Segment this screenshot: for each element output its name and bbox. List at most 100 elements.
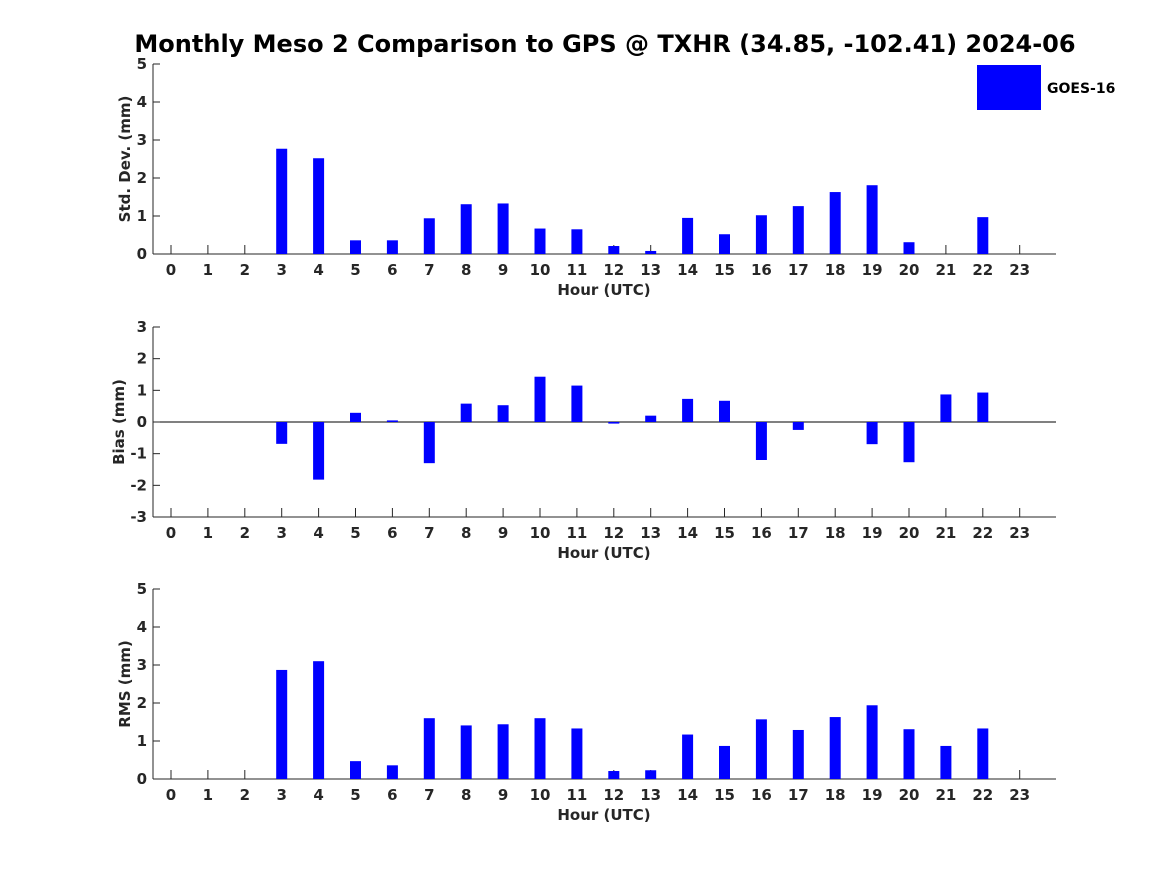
x-tick-label: 17 bbox=[788, 261, 809, 279]
x-tick-label: 3 bbox=[276, 524, 286, 542]
x-tick-label: 14 bbox=[677, 786, 698, 804]
x-tick-label: 19 bbox=[862, 786, 883, 804]
y-tick-label: 1 bbox=[137, 732, 147, 750]
bar-hour-19 bbox=[866, 422, 878, 445]
y-tick-label: 5 bbox=[137, 55, 147, 73]
x-tick-label: 1 bbox=[203, 261, 213, 279]
y-tick-label: 0 bbox=[137, 770, 147, 788]
x-tick-label: 17 bbox=[788, 524, 809, 542]
x-tick-label: 3 bbox=[276, 786, 286, 804]
bar-hour-16 bbox=[755, 719, 767, 779]
bar-hour-18 bbox=[829, 717, 841, 779]
bar-hour-4 bbox=[313, 422, 325, 480]
y-tick-label: -3 bbox=[130, 508, 147, 526]
x-tick-label: 22 bbox=[972, 524, 993, 542]
x-tick-label: 1 bbox=[203, 524, 213, 542]
x-tick-label: 3 bbox=[276, 261, 286, 279]
x-tick-label: 7 bbox=[424, 524, 434, 542]
x-tick-label: 6 bbox=[387, 261, 397, 279]
x-tick-label: 19 bbox=[862, 524, 883, 542]
x-tick-label: 9 bbox=[498, 786, 508, 804]
bar-hour-5 bbox=[350, 412, 361, 422]
bar-hour-8 bbox=[460, 204, 472, 254]
x-tick-label: 22 bbox=[972, 261, 993, 279]
bar-hour-3 bbox=[276, 148, 288, 254]
bar-hour-9 bbox=[497, 203, 509, 254]
bar-hour-21 bbox=[940, 745, 952, 779]
x-tick-label: 8 bbox=[461, 786, 471, 804]
y-tick-label: -2 bbox=[130, 476, 147, 494]
x-tick-label: 14 bbox=[677, 524, 698, 542]
bar-hour-22 bbox=[977, 728, 989, 779]
bar-hour-11 bbox=[571, 385, 583, 422]
bar-hour-4 bbox=[313, 661, 325, 779]
x-tick-label: 0 bbox=[166, 786, 176, 804]
x-tick-label: 21 bbox=[935, 786, 956, 804]
y-tick-label: 2 bbox=[137, 694, 147, 712]
bar-hour-8 bbox=[460, 725, 472, 779]
x-tick-label: 8 bbox=[461, 524, 471, 542]
bar-hour-17 bbox=[792, 422, 804, 430]
x-tick-label: 23 bbox=[1009, 261, 1030, 279]
x-tick-label: 16 bbox=[751, 261, 772, 279]
x-tick-label: 12 bbox=[603, 261, 624, 279]
bar-hour-4 bbox=[313, 158, 325, 254]
bar-hour-7 bbox=[423, 218, 435, 254]
x-tick-label: 10 bbox=[530, 786, 551, 804]
bar-hour-12 bbox=[608, 422, 620, 424]
bar-hour-21 bbox=[940, 394, 952, 422]
bar-hour-18 bbox=[829, 192, 841, 254]
bar-hour-19 bbox=[866, 185, 878, 254]
x-tick-label: 22 bbox=[972, 786, 993, 804]
bar-hour-6 bbox=[386, 240, 398, 254]
x-tick-label: 15 bbox=[714, 524, 735, 542]
x-tick-label: 9 bbox=[498, 261, 508, 279]
bar-hour-6 bbox=[386, 420, 398, 422]
bar-hour-9 bbox=[497, 405, 509, 422]
bar-hour-10 bbox=[534, 228, 546, 254]
x-tick-label: 14 bbox=[677, 261, 698, 279]
bar-hour-22 bbox=[977, 217, 989, 254]
x-tick-label: 7 bbox=[424, 786, 434, 804]
bar-hour-15 bbox=[719, 234, 730, 254]
bar-hour-3 bbox=[276, 422, 288, 444]
x-tick-label: 1 bbox=[203, 786, 213, 804]
x-tick-label: 0 bbox=[166, 524, 176, 542]
x-axis-label: Hour (UTC) bbox=[557, 544, 650, 562]
x-tick-label: 20 bbox=[899, 261, 920, 279]
bar-hour-12 bbox=[608, 771, 620, 779]
bar-hour-16 bbox=[755, 215, 767, 254]
bar-hour-12 bbox=[608, 246, 620, 254]
bar-hour-6 bbox=[386, 765, 398, 779]
bar-hour-13 bbox=[645, 770, 657, 779]
x-tick-label: 15 bbox=[714, 786, 735, 804]
x-tick-label: 10 bbox=[530, 524, 551, 542]
bar-hour-11 bbox=[571, 229, 583, 254]
x-tick-label: 11 bbox=[566, 786, 587, 804]
bar-hour-20 bbox=[903, 242, 915, 254]
bar-hour-13 bbox=[645, 415, 657, 422]
bar-hour-11 bbox=[571, 728, 583, 779]
y-tick-label: 4 bbox=[137, 93, 147, 111]
x-tick-label: 10 bbox=[530, 261, 551, 279]
bar-hour-14 bbox=[682, 217, 694, 254]
x-tick-label: 13 bbox=[640, 786, 661, 804]
bar-hour-10 bbox=[534, 376, 546, 422]
y-tick-label: 0 bbox=[137, 245, 147, 263]
x-tick-label: 4 bbox=[313, 786, 323, 804]
bar-hour-5 bbox=[350, 761, 361, 779]
x-tick-label: 6 bbox=[387, 786, 397, 804]
legend-swatch bbox=[977, 65, 1041, 110]
y-tick-label: 4 bbox=[137, 618, 147, 636]
bar-hour-9 bbox=[497, 724, 509, 779]
chart-title: Monthly Meso 2 Comparison to GPS @ TXHR … bbox=[134, 30, 1075, 58]
bar-hour-7 bbox=[423, 422, 435, 464]
x-tick-label: 20 bbox=[899, 524, 920, 542]
y-tick-label: 2 bbox=[137, 350, 147, 368]
x-tick-label: 5 bbox=[350, 261, 360, 279]
x-tick-label: 2 bbox=[240, 524, 250, 542]
x-tick-label: 11 bbox=[566, 524, 587, 542]
x-tick-label: 2 bbox=[240, 261, 250, 279]
bar-hour-22 bbox=[977, 392, 989, 422]
